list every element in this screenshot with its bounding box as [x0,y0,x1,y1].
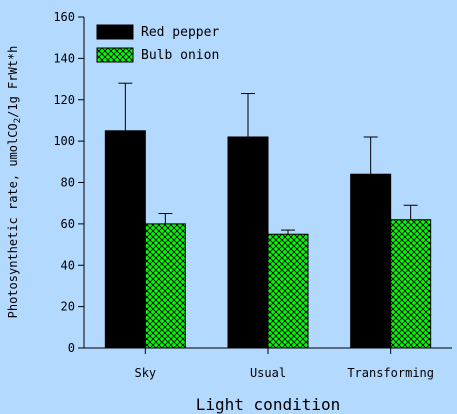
bars-layer [104,82,432,349]
legend-label-red-pepper: Red pepper [141,25,219,40]
y-tick-label-80: 80 [61,176,75,190]
y-tick-label-120: 120 [53,93,75,107]
y-axis-title: Photosynthetic rate, umolCO2/1g FrWt*h [6,46,23,319]
ticks-layer: 0 20 40 60 80 100 120 140 160 Sky Usual Transformin… [53,10,434,380]
legend-swatch-bulb-onion [96,47,134,63]
x-tick-label-usual: Usual [250,366,286,380]
y-tick-label-40: 40 [61,258,75,272]
legend: Red pepper Bulb onion [96,24,219,63]
x-tick-label-transforming: Transforming [347,366,434,380]
legend-swatch-red-pepper [96,24,134,40]
bar-bulb-onion-usual [267,233,309,349]
y-tick-label-0: 0 [68,341,75,355]
y-tick-label-160: 160 [53,10,75,24]
x-axis-title: Light condition [196,395,341,414]
legend-label-bulb-onion: Bulb onion [141,48,219,63]
y-tick-label-60: 60 [61,217,75,231]
bar-bulb-onion-sky [144,223,186,349]
y-tick-label-20: 20 [61,300,75,314]
y-tick-label-140: 140 [53,51,75,65]
y-axis-title-prefix: Photosynthetic rate, umolCO [6,123,20,318]
bar-red-pepper-usual [227,136,269,349]
y-axis-title-suffix: /1g FrWt*h [6,46,20,118]
bar-red-pepper-transforming [350,173,392,349]
x-tick-label-sky: Sky [134,366,156,380]
y-tick-label-100: 100 [53,134,75,148]
bar-bulb-onion-transforming [390,219,432,349]
bar-red-pepper-sky [104,130,146,349]
y-axis-title-subscript: 2 [13,118,23,123]
